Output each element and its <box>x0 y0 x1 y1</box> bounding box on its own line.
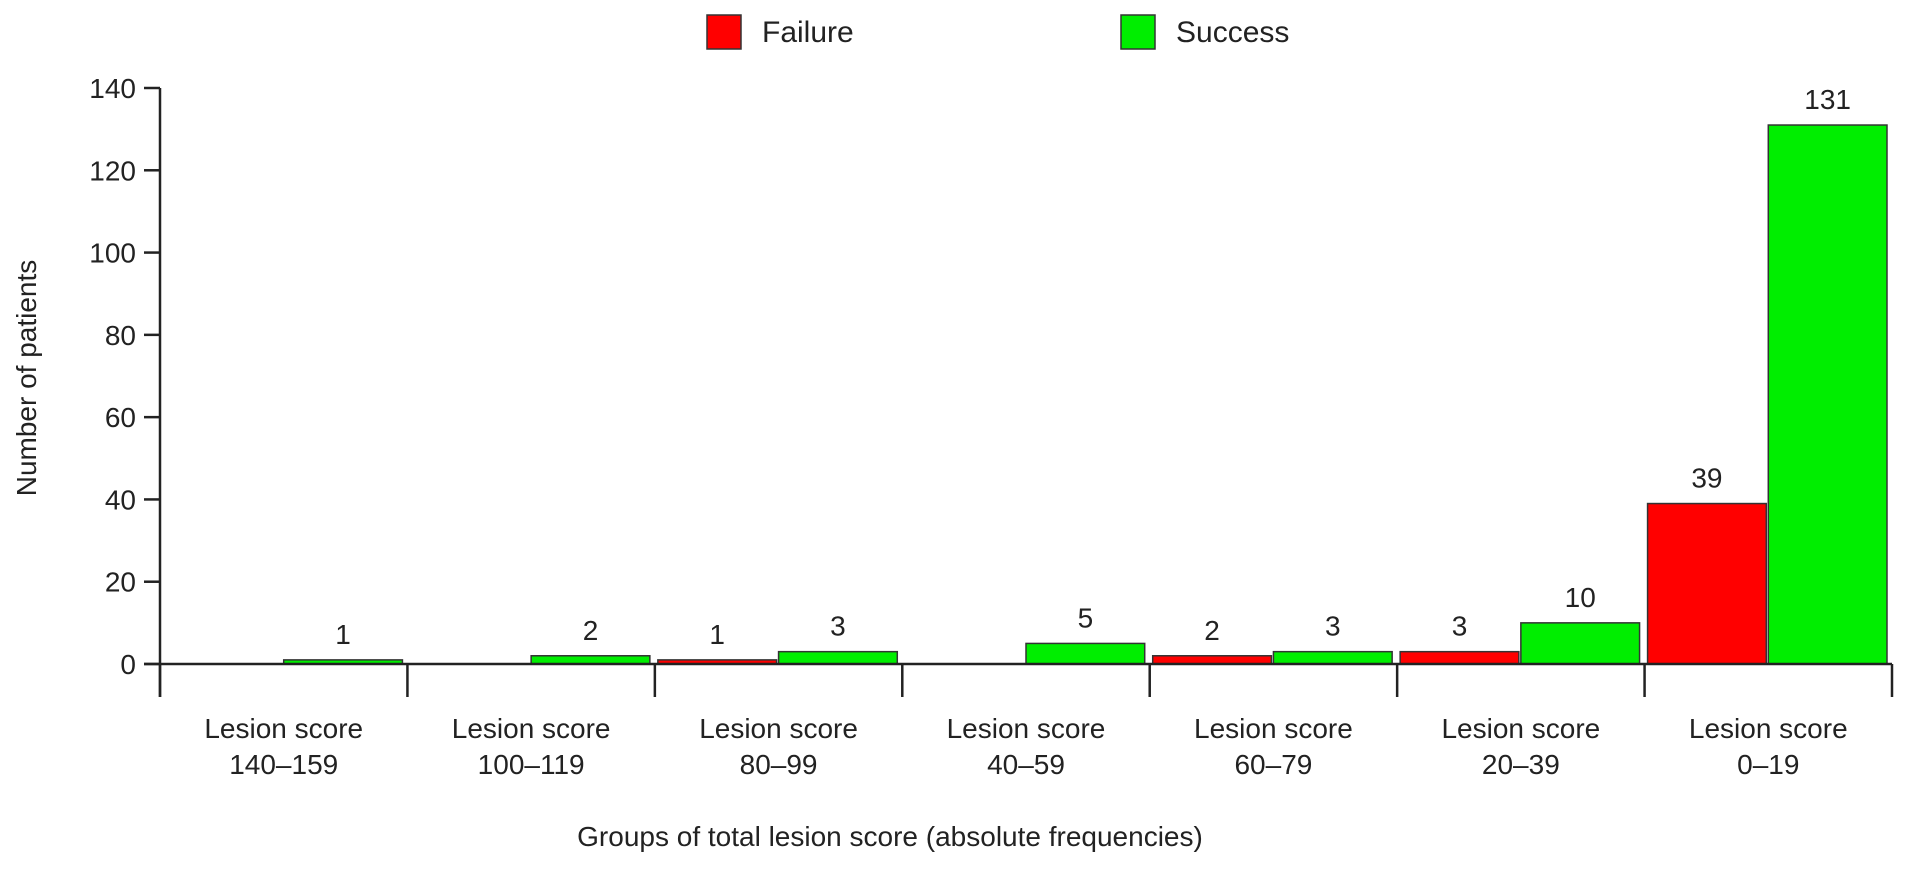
y-tick-label: 80 <box>105 320 136 351</box>
bar-value-label: 2 <box>1204 615 1220 646</box>
legend-label: Success <box>1176 16 1289 49</box>
y-tick-label: 120 <box>89 155 136 186</box>
x-axis-label: Groups of total lesion score (absolute f… <box>577 821 1203 852</box>
y-tick-label: 140 <box>89 73 136 104</box>
bar-value-label: 1 <box>335 619 351 650</box>
axes: 0 20 40 60 80 100 120 140 Lesion score 140–159 Les… <box>89 73 1894 780</box>
x-tick-label: Lesion score 140–159 <box>204 713 363 780</box>
bar-success <box>1767 124 1888 665</box>
x-tick-label: Lesion score 100–119 <box>452 713 611 780</box>
bar-value-label: 3 <box>1452 611 1468 642</box>
legend-label: Failure <box>762 16 854 49</box>
legend: Failure Success <box>706 14 1289 50</box>
bar-value-label: 1 <box>709 619 725 650</box>
y-axis-label: Number of patients <box>11 260 42 497</box>
bar-failure <box>1399 650 1520 665</box>
bar-failure <box>1646 502 1768 665</box>
y-tick-label: 20 <box>105 567 136 598</box>
bar-success <box>777 650 899 665</box>
bar-value-label: 39 <box>1691 463 1722 494</box>
bar-success <box>1272 650 1393 665</box>
x-tick-label: Lesion score 20–39 <box>1441 713 1600 780</box>
y-tick-label: 60 <box>105 402 136 433</box>
x-tick-label: Lesion score 40–59 <box>947 713 1106 780</box>
y-tick-label: 40 <box>105 484 136 515</box>
legend-swatch-success <box>1120 14 1156 50</box>
bar-value-label: 3 <box>1325 611 1341 642</box>
bar-value-label: 2 <box>583 615 599 646</box>
x-tick-label: Lesion score 60–79 <box>1194 713 1353 780</box>
x-tick-label: Lesion score 0–19 <box>1689 713 1848 780</box>
bar-value-label: 3 <box>830 611 846 642</box>
bar-success <box>1520 622 1641 665</box>
y-tick-label: 100 <box>89 238 136 269</box>
bar-success <box>1025 642 1146 665</box>
bar-value-label: 131 <box>1804 84 1851 115</box>
y-tick-label: 0 <box>120 649 136 680</box>
x-tick-label: Lesion score 80–99 <box>699 713 858 780</box>
legend-swatch-failure <box>706 14 742 50</box>
bars: 1 2 3 39 1 2 3 5 3 10 131 <box>282 84 1888 665</box>
bar-value-label: 10 <box>1565 582 1596 613</box>
bar-value-label: 5 <box>1078 602 1094 633</box>
